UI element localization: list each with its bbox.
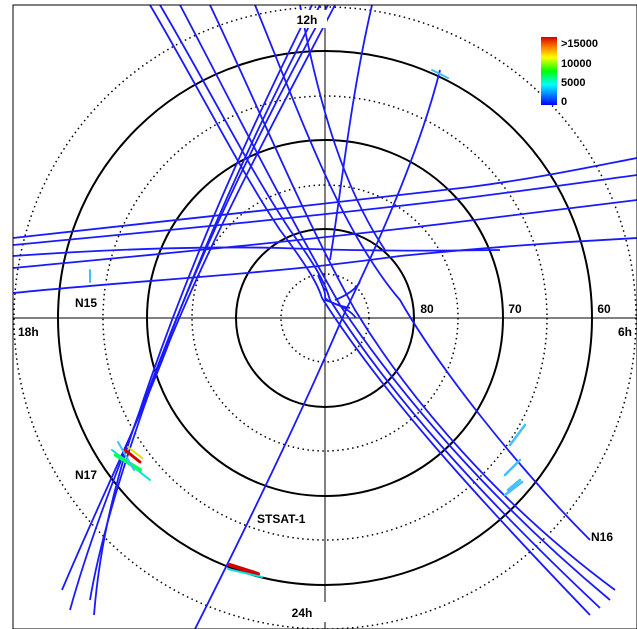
- satellite-label-n16: N16: [591, 530, 613, 544]
- flux-n16-cyan-2: [503, 458, 522, 477]
- satellite-label-n15: N15: [75, 296, 97, 310]
- colorbar-label-0: 0: [561, 96, 567, 108]
- colorbar-label-max: >15000: [561, 38, 598, 50]
- satellite-tracks: [13, 5, 637, 629]
- flux-n17-red: [123, 448, 142, 464]
- flux-n17-cyan-2: [117, 441, 135, 471]
- colorbar: >15000 10000 5000 0: [541, 37, 598, 108]
- flux-n17-green: [114, 453, 142, 472]
- track-n16-1: [149, 5, 591, 616]
- track-n15-2: [13, 174, 637, 246]
- dotted-ring-55: [13, 6, 637, 629]
- dotted-ring-75: [191, 184, 459, 452]
- track-n17-1: [61, 5, 336, 591]
- track-n16-4: [209, 5, 616, 591]
- colorbar-label-5000: 5000: [561, 77, 585, 89]
- latitude-label-60: 60: [597, 302, 611, 316]
- track-n17-4: [93, 5, 313, 616]
- time-label-24h: 24h: [292, 606, 313, 620]
- track-n16-6: [299, 5, 386, 251]
- colorbar-label-10000: 10000: [561, 58, 592, 70]
- flux-segments: [89, 69, 527, 578]
- track-n15-1: [13, 157, 637, 239]
- latitude-label-80: 80: [420, 302, 434, 316]
- flux-n17-yellow: [127, 446, 143, 459]
- track-n17-3: [89, 5, 321, 601]
- dotted-ring-85: [280, 273, 370, 363]
- track-pole-wiggle-2: [334, 281, 361, 301]
- colorbar-gradient: [541, 37, 557, 105]
- solid-ring-60: [57, 50, 593, 586]
- time-label-18h: 18h: [18, 325, 39, 339]
- satellite-label-stsat: STSAT-1: [257, 512, 306, 526]
- time-label-6h: 6h: [618, 325, 632, 339]
- track-n15-5: [13, 246, 501, 257]
- time-label-12h: 12h: [297, 13, 318, 27]
- track-n16-5: [254, 5, 591, 541]
- track-n15-4: [13, 237, 637, 294]
- flux-stsat-cyan: [227, 568, 263, 578]
- solid-ring-70: [146, 139, 504, 497]
- track-stsat: [194, 69, 441, 629]
- plot-frame: [12, 4, 637, 629]
- flux-n16-cyan-4: [503, 480, 524, 497]
- track-n15-3: [13, 199, 637, 269]
- track-n16-2: [159, 5, 601, 609]
- plot-area: [13, 5, 637, 629]
- latitude-label-70: 70: [508, 302, 522, 316]
- flux-n16-cyan-1: [508, 423, 527, 447]
- solid-ring-80: [235, 228, 415, 408]
- flux-top-cyan: [431, 69, 449, 79]
- satellite-label-n17: N17: [75, 468, 97, 482]
- track-pole-wiggle-3: [324, 299, 357, 319]
- flux-stsat-red: [228, 563, 260, 576]
- dotted-ring-65: [102, 95, 548, 541]
- flux-n16-cyan-3: [506, 478, 522, 492]
- track-n17-5: [329, 5, 373, 261]
